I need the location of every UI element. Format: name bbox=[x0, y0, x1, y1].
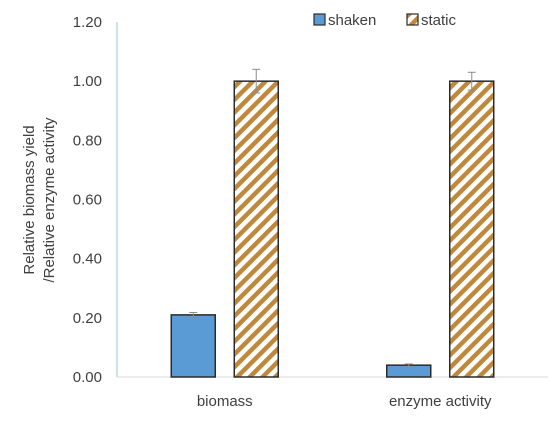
bar-static-0 bbox=[233, 80, 279, 378]
y-tick-label: 0.60 bbox=[73, 192, 102, 209]
bar-shaken-0 bbox=[170, 314, 216, 378]
x-category-label: biomass bbox=[197, 393, 253, 410]
y-tick-labels: 0.00 0.20 0.40 0.60 0.80 1.00 1.20 bbox=[73, 14, 102, 386]
legend-label-static: static bbox=[421, 12, 457, 29]
y-tick-label: 0.00 bbox=[73, 369, 102, 386]
x-category-label: enzyme activity bbox=[389, 393, 492, 410]
category-labels: biomass enzyme activity bbox=[197, 393, 492, 410]
y-tick-label: 1.00 bbox=[73, 73, 102, 90]
y-tick-label: 0.80 bbox=[73, 132, 102, 149]
y-axis-label-line-1: Relative biomass yield bbox=[21, 125, 38, 274]
y-tick-label: 0.40 bbox=[73, 251, 102, 268]
bar-static-1 bbox=[449, 80, 495, 378]
y-axis-label-line-2: /Relative enzyme activity bbox=[41, 117, 58, 283]
legend-swatch-static bbox=[406, 13, 419, 26]
y-tick-label: 0.20 bbox=[73, 310, 102, 327]
bar-shaken-1 bbox=[386, 364, 432, 378]
y-tick-label: 1.20 bbox=[73, 14, 102, 31]
legend: shaken static bbox=[313, 12, 457, 29]
bars-layer bbox=[170, 68, 495, 378]
legend-label-shaken: shaken bbox=[328, 12, 376, 29]
legend-swatch-shaken bbox=[313, 13, 326, 26]
